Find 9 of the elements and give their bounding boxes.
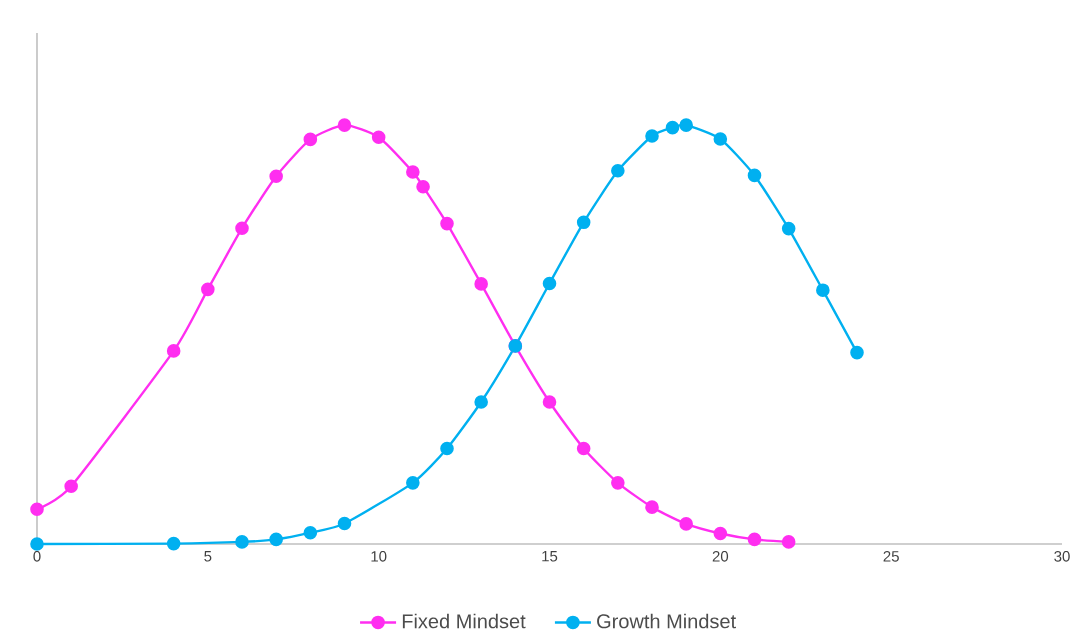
- x-tick-label: 15: [542, 551, 558, 562]
- x-tick-label: 5: [204, 551, 212, 562]
- x-tick-label: 30: [1054, 551, 1070, 562]
- x-tick-label: 0: [33, 551, 41, 562]
- legend-label: Fixed Mindset: [402, 613, 526, 629]
- x-tick-label: 20: [712, 551, 729, 562]
- x-tick-label: 10: [371, 551, 387, 562]
- x-tick-label: 25: [883, 551, 899, 562]
- legend-label: Growth Mindset: [597, 613, 736, 629]
